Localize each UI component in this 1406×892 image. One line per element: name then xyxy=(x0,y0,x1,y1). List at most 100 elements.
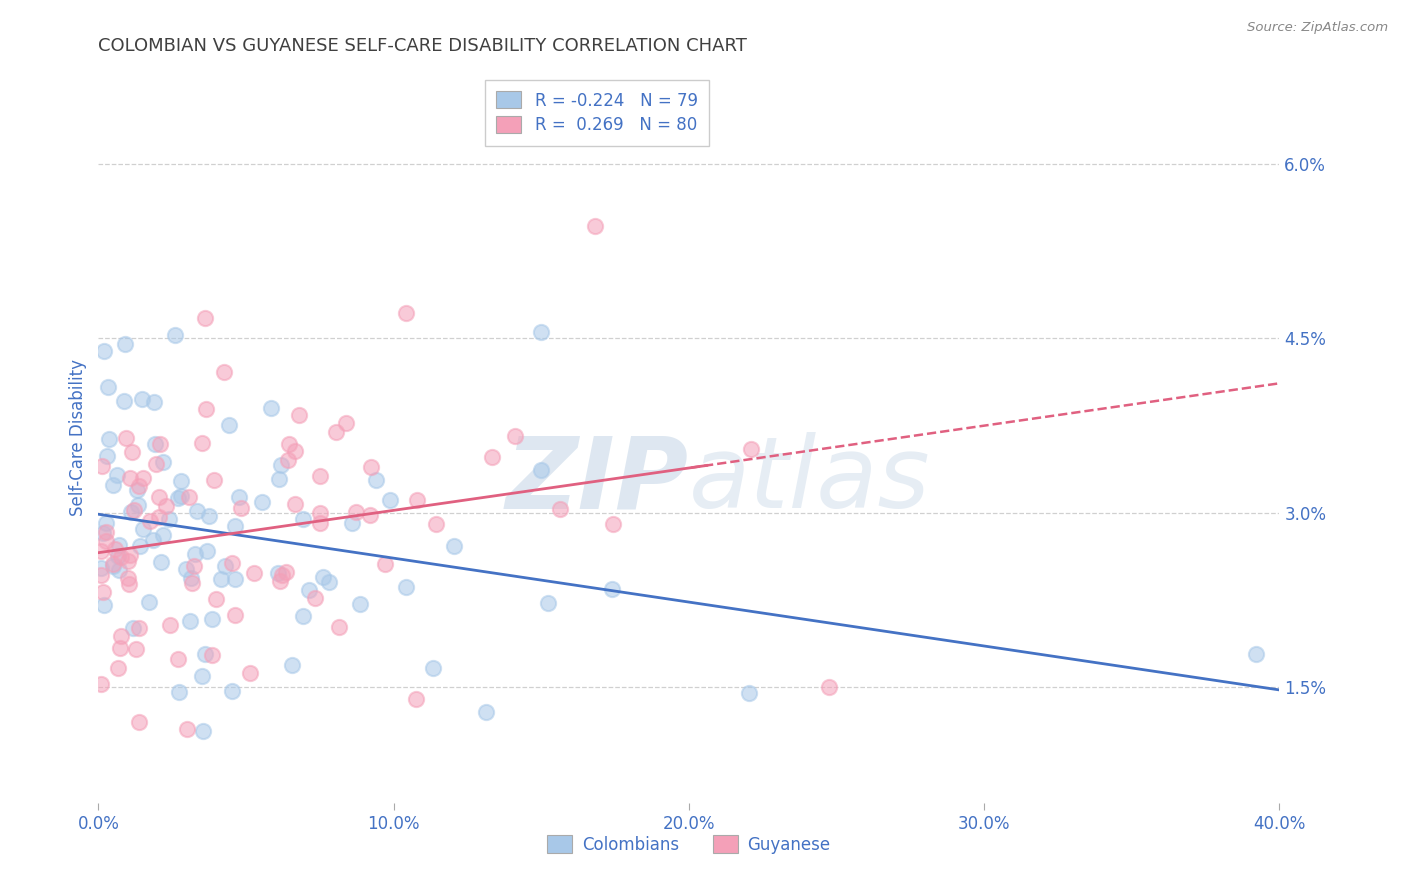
Point xyxy=(405,492,427,507)
Point xyxy=(201,612,224,626)
Point xyxy=(221,556,243,570)
Point xyxy=(112,393,135,408)
Point xyxy=(224,572,246,586)
Point xyxy=(349,597,371,611)
Point xyxy=(304,591,326,605)
Point xyxy=(221,684,243,698)
Point xyxy=(177,490,200,504)
Point xyxy=(212,365,235,379)
Point xyxy=(291,512,314,526)
Point xyxy=(122,621,145,635)
Point xyxy=(344,505,367,519)
Point xyxy=(340,516,363,530)
Point xyxy=(152,455,174,469)
Point xyxy=(167,685,190,699)
Point xyxy=(191,723,214,738)
Text: COLOMBIAN VS GUYANESE SELF-CARE DISABILITY CORRELATION CHART: COLOMBIAN VS GUYANESE SELF-CARE DISABILI… xyxy=(98,37,748,54)
Point xyxy=(530,325,553,339)
Point xyxy=(142,533,165,547)
Point xyxy=(97,380,120,394)
Point xyxy=(260,401,283,415)
Point xyxy=(443,540,465,554)
Point xyxy=(114,337,136,351)
Text: atlas: atlas xyxy=(689,433,931,530)
Point xyxy=(278,437,301,451)
Y-axis label: Self-Care Disability: Self-Care Disability xyxy=(69,359,87,516)
Point xyxy=(602,517,624,532)
Point xyxy=(90,568,112,582)
Point xyxy=(91,526,114,541)
Point xyxy=(214,559,236,574)
Point xyxy=(475,706,498,720)
Point xyxy=(145,437,167,451)
Point xyxy=(1244,648,1267,662)
Point xyxy=(394,306,416,320)
Point xyxy=(117,554,139,568)
Point xyxy=(148,509,170,524)
Point xyxy=(129,540,152,554)
Point xyxy=(239,665,262,680)
Point xyxy=(155,499,177,513)
Point xyxy=(142,395,165,409)
Point xyxy=(91,458,114,473)
Point xyxy=(93,598,115,612)
Point xyxy=(288,408,311,422)
Point xyxy=(198,508,221,523)
Point xyxy=(228,490,250,504)
Legend: Colombians, Guyanese: Colombians, Guyanese xyxy=(540,829,838,860)
Point xyxy=(422,661,444,675)
Point xyxy=(425,517,447,532)
Point xyxy=(252,495,274,509)
Point xyxy=(224,519,246,533)
Point xyxy=(505,429,527,443)
Point xyxy=(269,574,291,588)
Point xyxy=(201,648,224,663)
Point xyxy=(97,432,120,446)
Point xyxy=(107,660,129,674)
Point xyxy=(107,549,129,563)
Point xyxy=(157,512,180,526)
Point xyxy=(818,681,841,695)
Point xyxy=(270,458,292,472)
Point xyxy=(128,621,150,635)
Point xyxy=(194,402,217,417)
Point xyxy=(125,483,148,497)
Point xyxy=(120,505,142,519)
Point xyxy=(90,543,112,558)
Point xyxy=(94,524,117,539)
Point xyxy=(218,417,240,432)
Point xyxy=(101,558,124,572)
Point xyxy=(138,514,160,528)
Point xyxy=(138,595,160,609)
Point xyxy=(309,469,332,483)
Point xyxy=(335,417,357,431)
Point xyxy=(152,527,174,541)
Point xyxy=(120,549,142,563)
Point xyxy=(131,392,153,407)
Point xyxy=(159,618,181,632)
Point xyxy=(127,499,149,513)
Point xyxy=(180,571,202,585)
Point xyxy=(150,555,173,569)
Point xyxy=(94,533,117,548)
Point xyxy=(242,566,264,581)
Text: ZIP: ZIP xyxy=(506,433,689,530)
Point xyxy=(104,541,127,556)
Point xyxy=(131,522,153,536)
Point xyxy=(93,344,115,359)
Point xyxy=(191,669,214,683)
Point xyxy=(96,449,118,463)
Point xyxy=(740,442,762,457)
Point xyxy=(117,571,139,585)
Point xyxy=(125,641,148,656)
Point xyxy=(149,437,172,451)
Point xyxy=(191,435,214,450)
Point xyxy=(318,574,340,589)
Point xyxy=(167,491,190,506)
Point xyxy=(602,582,624,596)
Point xyxy=(738,686,761,700)
Point xyxy=(108,641,131,656)
Point xyxy=(108,563,131,577)
Point xyxy=(274,565,297,579)
Point xyxy=(530,463,553,477)
